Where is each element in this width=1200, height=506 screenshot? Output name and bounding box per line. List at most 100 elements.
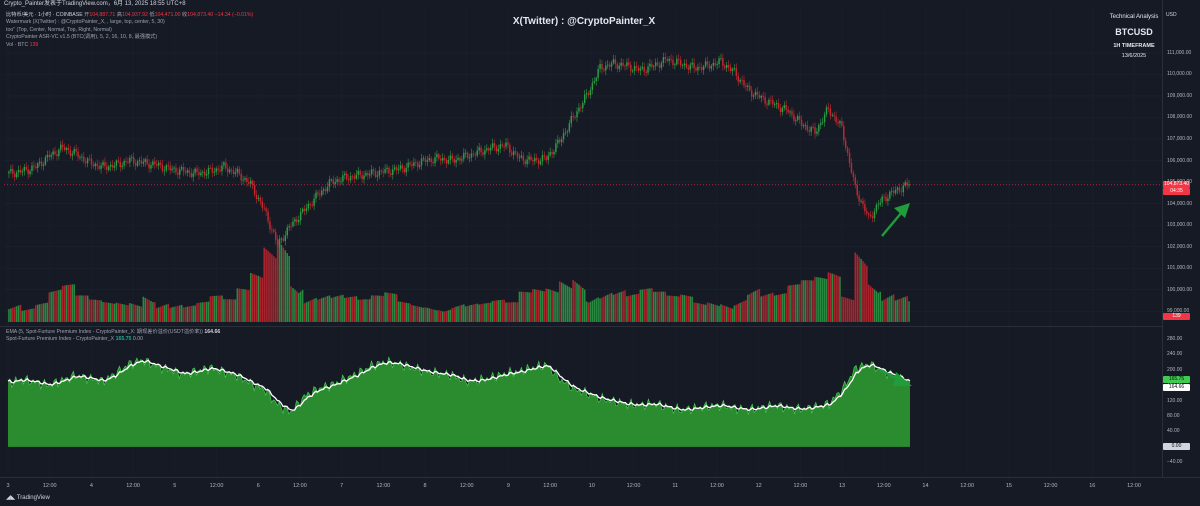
candle-body [303, 208, 306, 211]
candle-body [351, 176, 354, 178]
candle-body [643, 66, 645, 72]
candle-body [576, 111, 578, 118]
candle-body [631, 70, 634, 72]
volume-bar [347, 297, 350, 322]
premium-area [8, 357, 910, 447]
candle-body [756, 91, 759, 95]
volume-bar [660, 291, 663, 322]
candle-body [44, 157, 47, 165]
volume-bar [875, 291, 878, 322]
up-arrow-shaft [881, 211, 903, 237]
volume-bar [524, 291, 526, 322]
candle-body [365, 172, 367, 176]
volume-bar [670, 295, 672, 322]
volume-bar [65, 285, 68, 322]
volume-bar [405, 302, 407, 322]
volume-bar [881, 300, 883, 322]
volume-bar [416, 306, 419, 322]
price-axis[interactable]: 111,000.00 110,000.00 109,000.00 108,000.00… [1162, 0, 1200, 505]
candle-body [177, 172, 179, 175]
candle-body [273, 229, 275, 232]
volume-bar [904, 296, 906, 322]
candle-body [98, 165, 100, 169]
candle-body [290, 226, 292, 228]
volume-bar [595, 298, 597, 322]
info-timeframe: 1H TIMEFRAME [1113, 43, 1155, 49]
volume-bar [823, 278, 826, 322]
candle-body [106, 166, 108, 170]
candle-body [810, 127, 812, 132]
volume-bar [215, 295, 217, 322]
volume-bar [123, 304, 125, 322]
spfi-value: 165.75 [115, 336, 132, 343]
volume-bar [867, 284, 870, 322]
volume-bar [401, 302, 404, 322]
candle-body [793, 114, 795, 121]
candle-body [428, 158, 430, 161]
volume-bar [38, 304, 41, 322]
candle-body [846, 147, 849, 153]
volume-bar [96, 299, 99, 322]
volume-bar [628, 295, 630, 322]
candle-body [349, 176, 352, 181]
candle-body [422, 158, 425, 160]
candle-body [777, 103, 780, 109]
volume-bar [301, 289, 304, 322]
volume-bar [109, 303, 112, 322]
volume-bar [633, 294, 636, 322]
volume-bar [330, 297, 333, 322]
volume-bar [165, 304, 168, 322]
candle-body [873, 211, 876, 219]
candle-body [689, 64, 691, 70]
volume-bar [157, 307, 160, 322]
volume-bar [526, 292, 528, 322]
volume-bar [88, 299, 91, 322]
ema-badge: 164.66 [1163, 383, 1190, 391]
candle-body [102, 162, 104, 166]
time-tick-label: 6 [256, 483, 260, 489]
candle-body [603, 69, 605, 71]
volume-bar [869, 286, 872, 322]
candle-body [69, 150, 72, 156]
currency-label[interactable]: USD [1166, 12, 1177, 18]
volume-bar [576, 283, 578, 322]
volume-bar [274, 258, 277, 322]
candle-body [211, 167, 214, 173]
candle-body [524, 160, 526, 165]
volume-bar [422, 307, 425, 322]
volume-bar [747, 294, 749, 322]
candle-body [858, 195, 860, 202]
volume-bar [570, 288, 573, 322]
candle-body [518, 157, 521, 159]
tradingview-logo[interactable]: ◢◣ TradingView [6, 495, 50, 501]
time-axis[interactable]: 3 12:00 4 12:00 5 12:00 6 12:00 7 12:00 8 12:00 9 12:… [0, 477, 1200, 506]
candle-body [426, 160, 429, 162]
candle-body [773, 104, 776, 106]
volume-bar [430, 308, 432, 322]
candle-body [578, 107, 580, 112]
candle-body [808, 130, 810, 132]
volume-bars [8, 239, 910, 322]
volume-bar [263, 247, 265, 322]
candle-body [100, 165, 102, 169]
volume-bar [804, 280, 807, 322]
volume-bar [814, 276, 816, 322]
candle-body [167, 165, 169, 167]
candle-body [871, 216, 874, 219]
candle-body [820, 123, 822, 125]
candle-body [595, 77, 597, 82]
volume-bar [75, 295, 77, 322]
candle-body [61, 144, 64, 148]
candle-body [739, 79, 741, 82]
annotation-arrows [879, 203, 912, 386]
candle-body [693, 62, 695, 69]
volume-bar [409, 303, 411, 322]
tv-icon: ◢◣ [6, 495, 17, 501]
volume-bar [290, 286, 292, 322]
candle-body [710, 65, 713, 69]
candle-body [282, 238, 285, 241]
candle-body [321, 190, 323, 196]
volume-bar [731, 308, 734, 322]
pane-separator[interactable] [0, 326, 1162, 327]
